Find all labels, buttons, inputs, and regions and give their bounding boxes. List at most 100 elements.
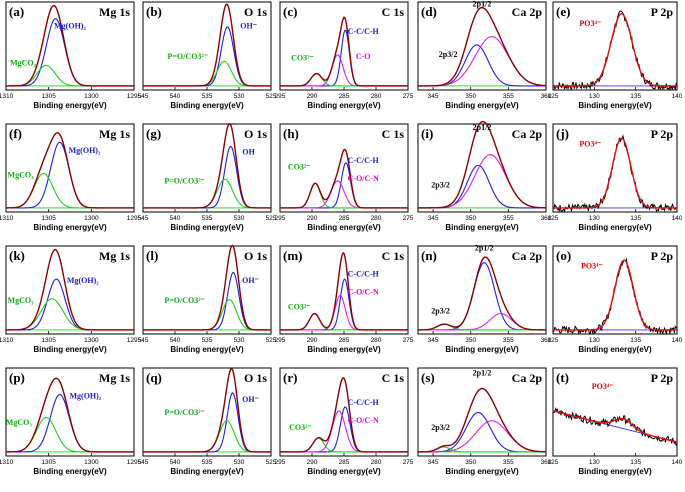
peak-annotation: C-C/C-H: [348, 27, 380, 36]
panel-label: (j): [556, 126, 569, 141]
xps-panel: 345 350 355 360 Binding energy(eV) (d) Ca 2p 2p…: [417, 0, 552, 110]
x-tick-label: 1305: [41, 337, 56, 344]
plot-frame: [417, 367, 547, 457]
x-tick-label: 350: [465, 459, 476, 466]
x-tick-label: 280: [371, 459, 382, 466]
x-tick-label: 525: [266, 93, 277, 100]
x-axis-title: Binding energy(eV): [445, 467, 519, 476]
envelope-fit: [280, 16, 408, 87]
peak-annotation: 2p3/2: [431, 423, 450, 432]
x-tick-label: 530: [234, 215, 245, 222]
peak-annotation: P=O/CO3²⁻: [164, 176, 205, 185]
envelope-fit: [6, 377, 134, 453]
peak-annotation: Mg(OH)₂: [69, 146, 101, 155]
x-tick-label: 355: [503, 93, 514, 100]
xps-panel: 545 540 535 530 525 Binding energy(eV) (l) O 1s…: [138, 244, 277, 354]
x-axis-title: Binding energy(eV): [170, 345, 244, 354]
envelope-fit: [280, 148, 408, 209]
xps-panel: 295 290 285 280 275 Binding energy(eV) (h) C 1s…: [275, 123, 414, 232]
x-axis-title: Binding energy(eV): [33, 101, 107, 110]
peak-annotation: C-O/C-N: [348, 174, 379, 183]
x-axis-title: Binding energy(eV): [445, 223, 519, 232]
x-tick-label: 140: [672, 93, 683, 100]
xps-panel: 345 350 355 360 Binding energy(eV) (i) Ca 2p 2p…: [417, 120, 552, 232]
element-label: O 1s: [244, 5, 267, 19]
plot-frame: [5, 245, 135, 335]
component-peak: [280, 182, 408, 209]
x-tick-label: 1310: [0, 337, 14, 344]
component-peak: [280, 312, 408, 331]
x-tick-label: 295: [275, 459, 286, 466]
plot-frame: [552, 367, 678, 457]
x-axis-title: Binding energy(eV): [307, 223, 381, 232]
element-label: O 1s: [244, 371, 267, 385]
element-label: Mg 1s: [99, 5, 130, 19]
x-tick-label: 1300: [84, 93, 99, 100]
plot-frame: [417, 245, 547, 335]
peak-annotation: CO3²⁻: [289, 423, 312, 432]
panel-label: (q): [146, 370, 162, 385]
x-tick-label: 275: [403, 459, 414, 466]
envelope-fit: [5, 132, 134, 209]
panel-label: (p): [9, 370, 25, 385]
x-tick-label: 540: [170, 93, 181, 100]
xps-panel: 545 540 535 530 525 Binding energy(eV) (q) O 1s…: [138, 367, 277, 476]
x-tick-label: 275: [403, 215, 414, 222]
x-tick-label: 345: [428, 215, 439, 222]
element-label: Ca 2p: [512, 5, 543, 19]
x-axis-title: Binding energy(eV): [170, 467, 244, 476]
xps-panel: 125 130 135 140 Binding energy(eV) (t) P 2p PO3…: [548, 367, 683, 476]
peak-annotation: PO3⁴⁻: [581, 261, 603, 270]
peak-annotation: C-O/C-N: [348, 288, 379, 297]
element-label: Mg 1s: [99, 371, 130, 385]
x-tick-label: 290: [307, 215, 318, 222]
envelope-fit: [280, 376, 408, 453]
x-tick-label: 345: [428, 93, 439, 100]
peak-annotation: C-C/C-H: [348, 398, 380, 407]
x-tick-label: 140: [672, 337, 683, 344]
x-tick-label: 290: [307, 93, 318, 100]
peak-annotation: PO3⁴⁻: [579, 139, 601, 148]
peak-annotation: 2p1/2: [473, 369, 492, 378]
peak-annotation: P=O/CO3²⁻: [164, 408, 205, 417]
xps-panel: 545 540 535 530 525 Binding energy(eV) (b) O 1s…: [138, 1, 277, 110]
panel-label: (s): [421, 370, 435, 385]
x-tick-label: 1310: [0, 459, 14, 466]
peak-annotation: 2p3/2: [431, 180, 450, 189]
component-peak: [143, 299, 271, 331]
peak-annotation: Mg(OH)₂: [54, 22, 86, 31]
x-tick-label: 130: [589, 459, 600, 466]
x-tick-label: 540: [170, 459, 181, 466]
peak-annotation: MgCO₃: [8, 171, 35, 180]
peak-annotation: MgCO₃: [8, 296, 35, 305]
plot-frame: [417, 123, 547, 213]
peak-annotation: CO3²⁻: [288, 302, 311, 311]
x-axis-title: Binding energy(eV): [33, 223, 107, 232]
x-tick-label: 355: [503, 215, 514, 222]
panel-label: (h): [283, 126, 299, 141]
x-tick-label: 295: [275, 337, 286, 344]
xps-panel: 125 130 135 140 Binding energy(eV) (o) P 2p PO3…: [548, 245, 683, 354]
component-peak: [143, 420, 271, 453]
x-tick-label: 530: [234, 459, 245, 466]
envelope-fit: [553, 137, 677, 209]
x-tick-label: 545: [138, 93, 149, 100]
x-tick-label: 525: [266, 215, 277, 222]
envelope-fit: [143, 244, 271, 331]
panel-label: (g): [146, 126, 161, 141]
x-tick-label: 130: [589, 215, 600, 222]
x-tick-label: 1300: [84, 459, 99, 466]
x-axis-title: Binding energy(eV): [578, 345, 652, 354]
peak-annotation: 2p3/2: [439, 50, 458, 59]
peak-annotation: OH⁻: [242, 395, 259, 404]
x-tick-label: 1305: [41, 459, 56, 466]
x-tick-label: 360: [541, 337, 552, 344]
xps-panel: 295 290 285 280 275 Binding energy(eV) (m) C 1s…: [275, 245, 414, 354]
x-tick-label: 1295: [127, 93, 142, 100]
x-tick-label: 125: [548, 459, 559, 466]
x-tick-label: 545: [138, 459, 149, 466]
x-tick-label: 535: [202, 93, 213, 100]
component-peak: [418, 36, 547, 87]
peak-annotation: Mg(OH)₂: [67, 276, 99, 285]
panel-label: (d): [421, 4, 437, 19]
